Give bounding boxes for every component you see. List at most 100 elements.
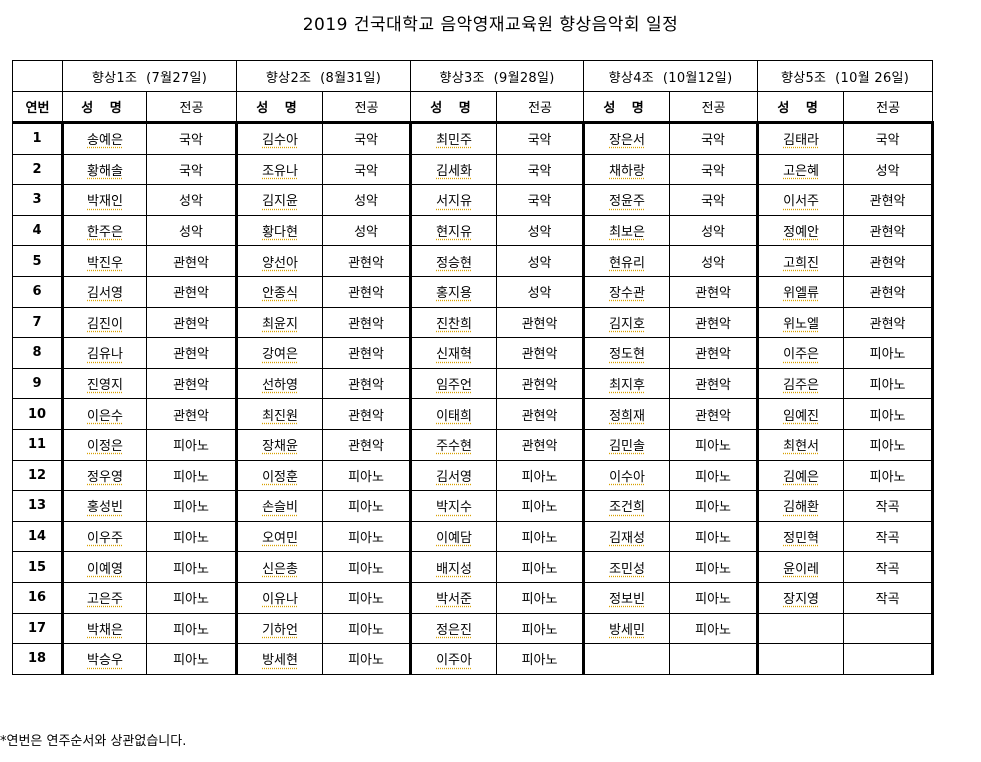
student-name: 최지후 xyxy=(609,378,645,394)
name-cell: 이정훈 xyxy=(235,459,324,492)
name-cell: 임주언 xyxy=(409,367,498,400)
name-cell: 방세민 xyxy=(582,612,671,645)
name-cell: 위엘류 xyxy=(756,275,845,308)
student-name: 이태희 xyxy=(436,408,472,424)
major-cell: 피아노 xyxy=(669,490,760,522)
major-cell: 국악 xyxy=(322,122,413,155)
major-cell: 피아노 xyxy=(322,490,413,522)
name-cell: 양선아 xyxy=(235,245,324,277)
name-cell: 김진이 xyxy=(61,306,147,339)
major-cell: 관현악 xyxy=(843,184,935,216)
name-cell: 홍성빈 xyxy=(61,490,147,522)
name-cell: 방세현 xyxy=(235,643,324,675)
row-number: 18 xyxy=(12,643,63,675)
group-header: 향상5조 (10월 26일) xyxy=(757,60,934,92)
major-cell: 피아노 xyxy=(145,643,239,675)
name-cell: 이수아 xyxy=(582,459,671,492)
major-cell: 관현악 xyxy=(496,306,586,339)
student-name: 장지영 xyxy=(783,592,819,608)
student-name: 임예진 xyxy=(783,408,819,424)
name-cell: 황해솔 xyxy=(61,153,147,186)
major-cell: 국악 xyxy=(843,122,935,155)
major-cell: 피아노 xyxy=(322,581,413,614)
student-name: 임주언 xyxy=(436,378,472,394)
major-cell: 작곡 xyxy=(843,520,935,553)
major-cell xyxy=(843,643,935,675)
name-cell: 이유나 xyxy=(235,581,324,614)
row-number: 5 xyxy=(12,245,63,277)
name-cell: 정은진 xyxy=(409,612,498,645)
table-row: 9 진영지 관현악 선하영 관현악 임주언 관현악 최지후 관현악 김주은 피아노 xyxy=(12,367,935,400)
name-cell xyxy=(756,643,845,675)
major-cell: 국악 xyxy=(669,122,760,155)
group-header-row: 향상1조 (7월27일) 향상2조 (8월31일) 향상3조 (9월28일) 향상4조… xyxy=(12,60,934,92)
student-name: 정도현 xyxy=(609,347,645,363)
name-cell: 진영지 xyxy=(61,367,147,400)
student-name: 김서영 xyxy=(436,469,472,485)
major-cell: 피아노 xyxy=(322,459,413,492)
major-cell: 피아노 xyxy=(669,551,760,583)
major-cell: 피아노 xyxy=(496,490,586,522)
row-number: 17 xyxy=(12,612,63,645)
student-name: 고은혜 xyxy=(783,163,819,179)
major-cell: 관현악 xyxy=(145,337,239,369)
major-cell: 성악 xyxy=(145,214,239,247)
student-name: 현지유 xyxy=(436,225,472,241)
major-cell: 관현악 xyxy=(145,275,239,308)
major-cell: 관현악 xyxy=(322,398,413,430)
student-name: 채하랑 xyxy=(609,163,645,179)
student-name: 이유나 xyxy=(262,592,298,608)
group-header: 향상4조 (10월12일) xyxy=(583,60,759,92)
name-cell: 신재혁 xyxy=(409,337,498,369)
table-row: 10 이은수 관현악 최진원 관현악 이태희 관현악 정희재 관현악 임예진 피아노 xyxy=(12,398,935,430)
major-cell: 국악 xyxy=(496,184,586,216)
student-name: 고은주 xyxy=(87,592,123,608)
student-name: 오여민 xyxy=(262,531,298,547)
major-cell xyxy=(843,612,935,645)
row-number: 16 xyxy=(12,581,63,614)
student-name: 김지윤 xyxy=(262,194,298,210)
student-name: 윤이레 xyxy=(783,561,819,577)
major-cell: 피아노 xyxy=(496,551,586,583)
student-name: 진찬희 xyxy=(436,316,472,332)
student-name: 이서주 xyxy=(783,194,819,210)
student-name: 최진원 xyxy=(262,408,298,424)
major-header: 전공 xyxy=(145,91,238,124)
student-name: 진영지 xyxy=(87,378,123,394)
major-cell: 피아노 xyxy=(669,459,760,492)
name-cell: 홍지용 xyxy=(409,275,498,308)
major-cell: 관현악 xyxy=(496,428,586,461)
major-cell: 관현악 xyxy=(843,214,935,247)
name-cell: 장은서 xyxy=(582,122,671,155)
major-cell: 피아노 xyxy=(145,428,239,461)
name-cell: 이태희 xyxy=(409,398,498,430)
name-cell: 조건희 xyxy=(582,490,671,522)
major-cell: 국악 xyxy=(145,153,239,186)
major-cell: 관현악 xyxy=(322,337,413,369)
major-cell: 피아노 xyxy=(669,428,760,461)
student-name: 안종식 xyxy=(262,286,298,302)
major-cell: 관현악 xyxy=(145,398,239,430)
student-name: 현유리 xyxy=(609,255,645,271)
major-cell: 피아노 xyxy=(669,581,760,614)
student-name: 황다현 xyxy=(262,225,298,241)
student-name: 양선아 xyxy=(262,255,298,271)
student-name: 홍성빈 xyxy=(87,500,123,516)
name-cell: 현유리 xyxy=(582,245,671,277)
name-cell: 서지유 xyxy=(409,184,498,216)
name-cell xyxy=(756,612,845,645)
name-cell: 조유나 xyxy=(235,153,324,186)
name-cell: 이주은 xyxy=(756,337,845,369)
student-name: 이예담 xyxy=(436,531,472,547)
student-name: 이주아 xyxy=(436,653,472,669)
student-name: 위엘류 xyxy=(783,286,819,302)
name-cell: 이우주 xyxy=(61,520,147,553)
row-number: 2 xyxy=(12,153,63,186)
name-cell: 정도현 xyxy=(582,337,671,369)
student-name: 김재성 xyxy=(609,531,645,547)
major-cell: 피아노 xyxy=(496,520,586,553)
name-cell: 김지윤 xyxy=(235,184,324,216)
student-name: 장은서 xyxy=(609,133,645,149)
student-name: 정희재 xyxy=(609,408,645,424)
table-row: 14 이우주 피아노 오여민 피아노 이예담 피아노 김재성 피아노 정민혁 작곡 xyxy=(12,520,935,553)
